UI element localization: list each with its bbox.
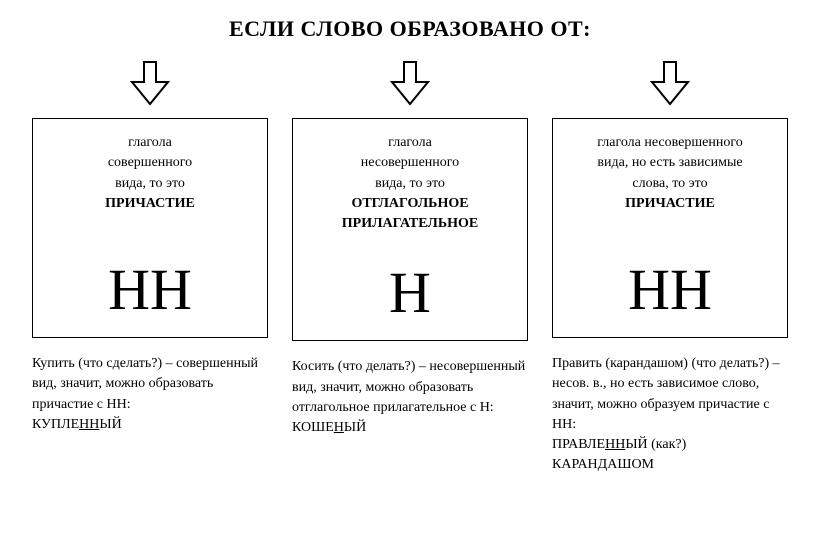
rule-line: глагола (128, 135, 172, 150)
rule-text-1: глагола совершенного вида, то это ПРИЧАС… (41, 133, 259, 214)
rule-box-2: глагола несовершенного вида, то это ОТГЛ… (292, 118, 528, 341)
page-title: ЕСЛИ СЛОВО ОБРАЗОВАНО ОТ: (32, 16, 788, 42)
example-3: Править (карандашом) (что делать?) – нес… (552, 354, 788, 476)
example-word-underline: Н (334, 420, 344, 435)
rule-box-1: глагола совершенного вида, то это ПРИЧАС… (32, 118, 268, 338)
rule-result: ПРИЧАСТИЕ (625, 196, 715, 211)
example-word-underline: НН (79, 417, 99, 432)
rule-line: слова, то это (632, 176, 707, 191)
example-word-pre: ПРАВЛЕ (552, 437, 605, 452)
example-2: Косить (что делать?) – несовершенный вид… (292, 357, 528, 438)
example-word-pre: КОШЕ (292, 420, 334, 435)
rule-big-letters: НН (561, 261, 779, 319)
example-word-post: ЫЙ (99, 417, 121, 432)
example-pre: Купить (что сделать?) – совершенный вид,… (32, 356, 258, 412)
rule-text-3: глагола несовершенного вида, но есть зав… (561, 133, 779, 214)
example-pre: Править (карандашом) (что делать?) – нес… (552, 356, 780, 432)
arrow-down-icon (126, 60, 174, 108)
example-1: Купить (что сделать?) – совершенный вид,… (32, 354, 268, 435)
rule-result: ПРИЧАСТИЕ (105, 196, 195, 211)
example-word-post: ЫЙ (344, 420, 366, 435)
rule-line: вида, то это (115, 176, 185, 191)
column-1: глагола совершенного вида, то это ПРИЧАС… (32, 60, 268, 476)
example-word-pre: КУПЛЕ (32, 417, 79, 432)
rule-line: глагола несовершенного (597, 135, 743, 150)
rule-text-2: глагола несовершенного вида, то это ОТГЛ… (301, 133, 519, 234)
rule-box-3: глагола несовершенного вида, но есть зав… (552, 118, 788, 338)
arrow-down-icon (646, 60, 694, 108)
rule-line: вида, но есть зависимые (597, 155, 742, 170)
column-2: глагола несовершенного вида, то это ОТГЛ… (292, 60, 528, 476)
rule-line: совершенного (108, 155, 192, 170)
column-3: глагола несовершенного вида, но есть зав… (552, 60, 788, 476)
arrow-down-icon (386, 60, 434, 108)
columns-row: глагола совершенного вида, то это ПРИЧАС… (32, 60, 788, 476)
example-word-underline: НН (605, 437, 625, 452)
rule-big-letters: Н (301, 264, 519, 322)
rule-line: несовершенного (361, 155, 459, 170)
diagram-root: ЕСЛИ СЛОВО ОБРАЗОВАНО ОТ: глагола соверш… (0, 0, 820, 536)
rule-line: вида, то это (375, 176, 445, 191)
rule-result: ОТГЛАГОЛЬНОЕ ПРИЛАГАТЕЛЬНОЕ (342, 196, 478, 231)
example-word-post: ЫЙ (625, 437, 647, 452)
rule-big-letters: НН (41, 261, 259, 319)
rule-line: глагола (388, 135, 432, 150)
example-pre: Косить (что делать?) – несовершенный вид… (292, 359, 525, 415)
